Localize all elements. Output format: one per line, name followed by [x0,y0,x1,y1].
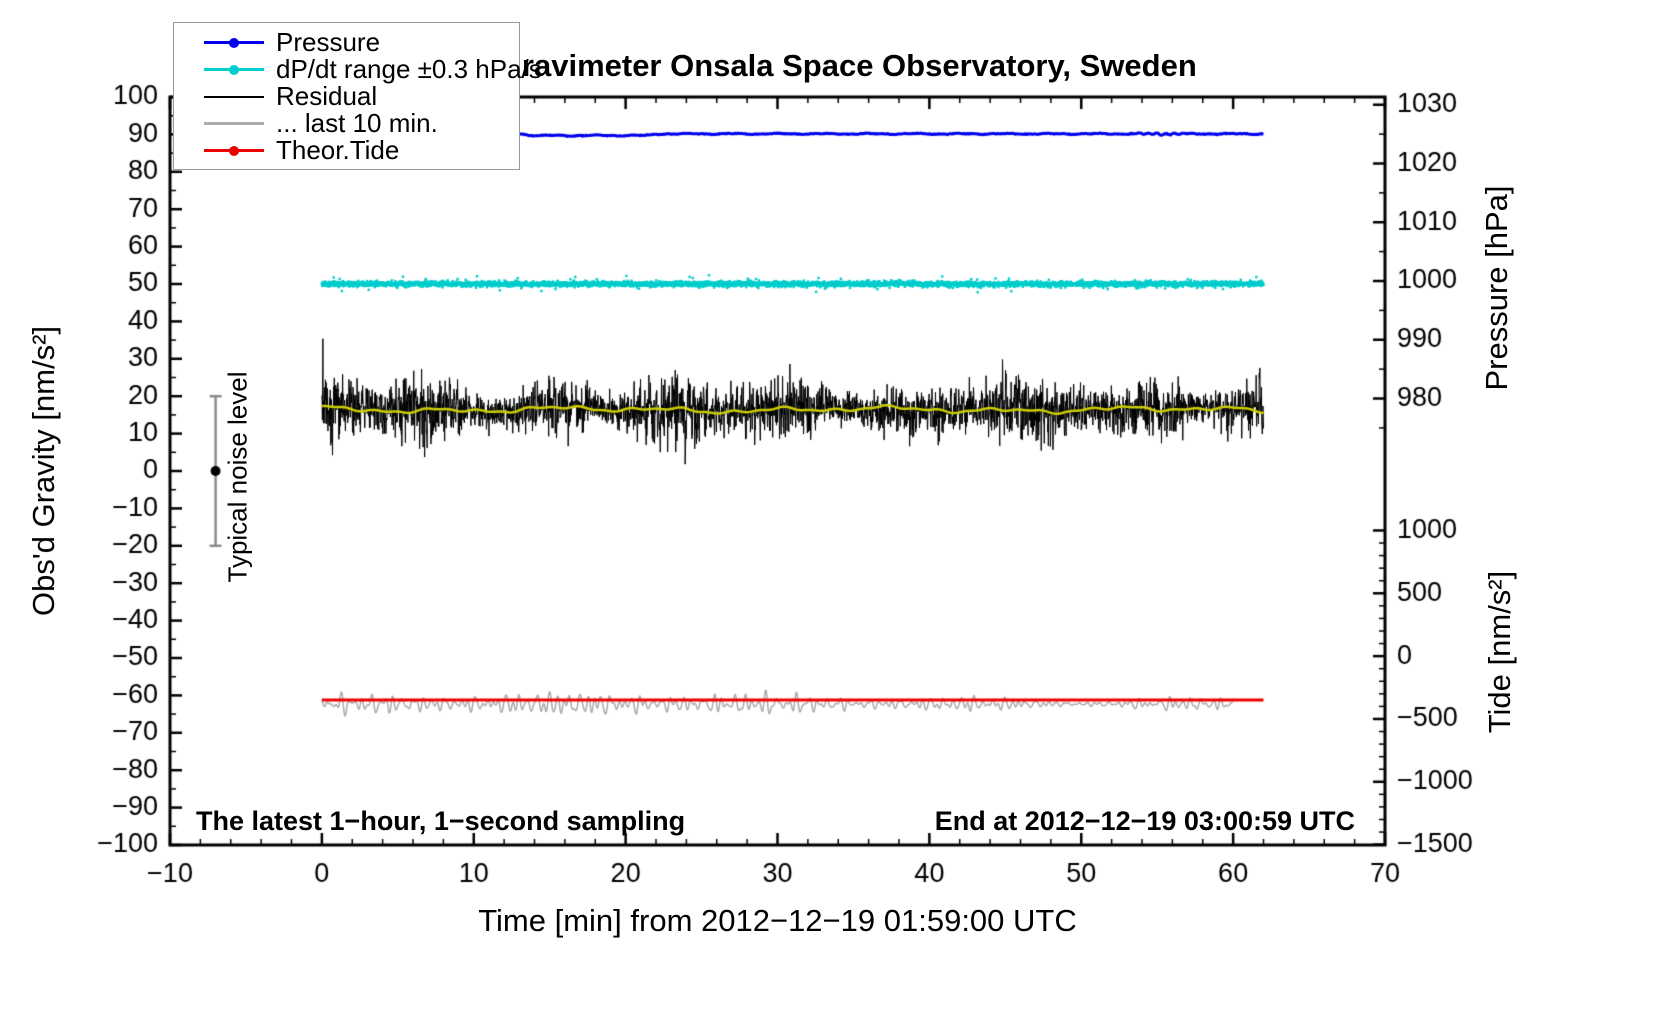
y-axis-label-pressure: Pressure [hPa] [1479,185,1514,391]
legend-item-theortide: Theor.Tide [174,135,519,165]
end-time-annotation: End at 2012−12−19 03:00:59 UTC [934,806,1355,836]
typical-noise-level-label: Typical noise level [222,371,253,583]
pressure-marker-dot [229,37,239,48]
legend-label-theortide: Theor.Tide [276,135,400,165]
x-axis-label: Time [min] from 2012−12−19 01:59:00 UTC [478,903,1077,938]
legend-item-last10min: ... last 10 min. [174,108,519,138]
pressure-line-sample [204,37,264,48]
dpdt-marker-dot [229,64,239,75]
dpdt-line-sample [204,64,264,75]
theortide-line-sample [204,145,264,156]
legend-item-pressure: Pressure [174,27,519,57]
sampling-annotation: The latest 1−hour, 1−second sampling [196,806,686,836]
chart-legend: Pressure dP/dt range ±0.3 hPa/s Residual… [173,22,542,170]
legend-label-dpdt: dP/dt range ±0.3 hPa/s [276,54,542,84]
theortide-marker-dot [229,145,239,156]
legend-item-dpdt: dP/dt range ±0.3 hPa/s [174,54,542,84]
y-axis-label-tide: Tide [nm/s²] [1482,570,1517,734]
legend-label-last10min: ... last 10 min. [276,108,438,138]
residual-line-sample [204,95,264,98]
legend-item-residual: Residual [174,81,519,111]
legend-label-pressure: Pressure [276,27,381,57]
legend-label-residual: Residual [276,81,378,111]
y-axis-label-gravity: Obs'd Gravity [nm/s²] [26,325,61,617]
last10min-line-sample [204,122,264,125]
